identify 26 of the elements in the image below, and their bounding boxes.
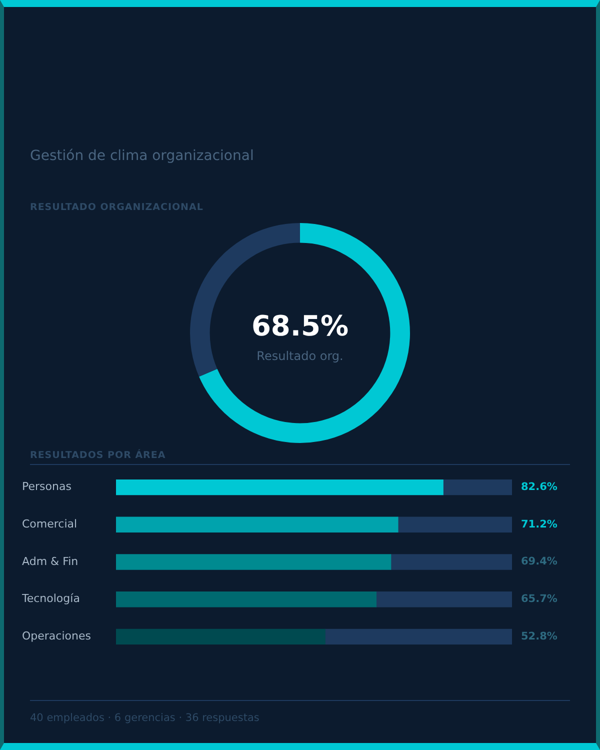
text: Resultado org. [256,349,344,364]
bar [116,628,326,645]
bar [398,516,512,532]
bar [442,479,512,496]
chart-subtitle: Gestión de clima organizacional [30,148,254,164]
data-label: 68.5% [251,309,349,342]
bar [390,554,512,570]
bar [116,479,444,496]
bar [324,628,512,645]
data-label: 52.8% [521,630,558,642]
bar [116,516,398,532]
data-label: 65.7% [521,593,558,606]
y-tick-label: Operaciones [22,630,92,643]
chart-title: RESULTADO ORGANIZACIONAL [30,202,204,213]
y-tick-label: Comercial [22,518,78,530]
bar [116,554,392,570]
text: 40 empleados · 6 gerencias · 36 respuestas [30,712,260,724]
data-label: 71.2% [521,518,558,530]
bar [376,592,512,608]
data-label: 69.4% [521,556,558,568]
chart-title: RESULTADOS POR ÁREA [30,450,166,461]
bar [116,592,376,608]
data-label: 82.6% [521,481,558,494]
y-tick-label: Adm & Fin [22,554,78,568]
y-tick-label: Tecnología [21,592,80,606]
y-tick-label: Personas [22,480,72,494]
